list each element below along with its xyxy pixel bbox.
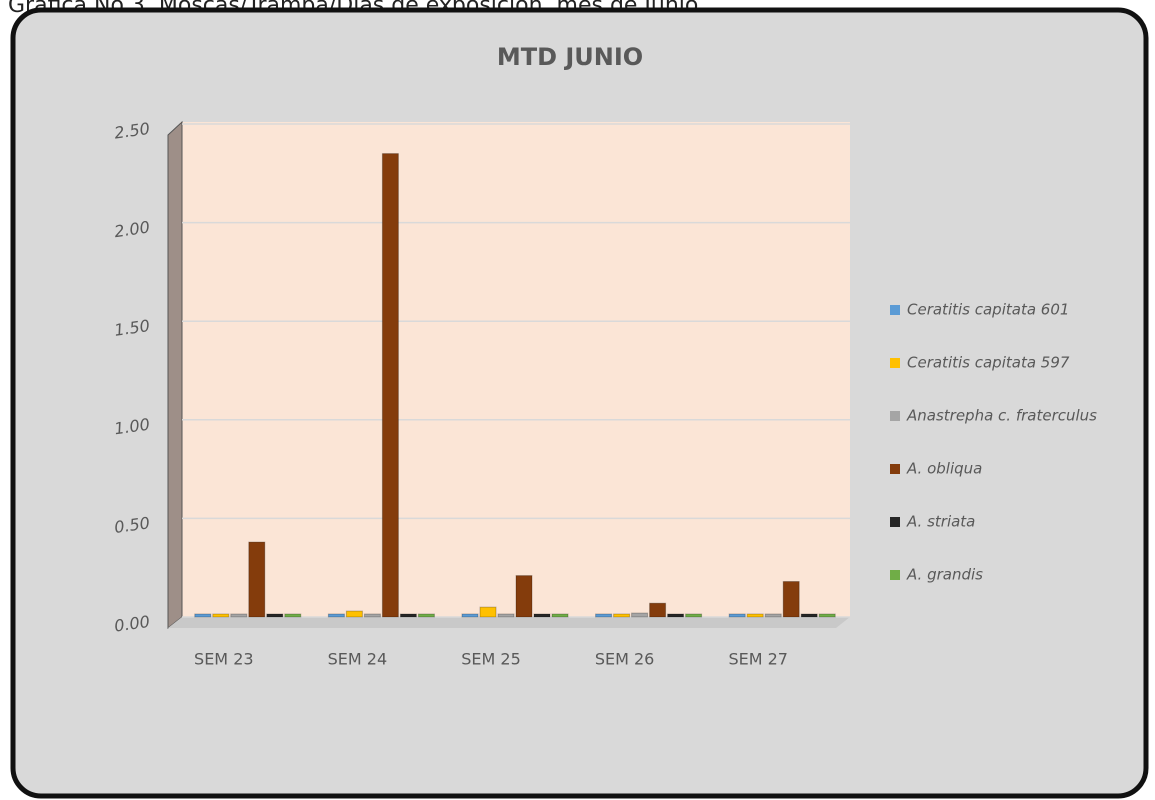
x-tick-label: SEM 25 (461, 650, 521, 669)
y-tick-label: 2.00 (113, 217, 151, 241)
bar (764, 613, 782, 618)
bar (212, 613, 230, 618)
bar (327, 613, 345, 618)
legend-swatch (890, 358, 900, 368)
legend-swatch (890, 570, 900, 580)
bar (533, 613, 551, 618)
bar (363, 613, 381, 618)
legend-label: Anastrepha c. fraterculus (906, 407, 1097, 425)
bar (613, 613, 631, 618)
legend-label: A. striata (906, 513, 975, 531)
y-tick-label: 0.00 (113, 612, 151, 636)
y-tick-label: 1.00 (113, 415, 151, 439)
y-tick-label: 0.50 (113, 513, 151, 537)
legend-label: A. obliqua (906, 460, 982, 478)
bar (399, 613, 417, 618)
bar (685, 613, 703, 618)
legend-label: A. grandis (906, 566, 983, 584)
y-tick-label: 2.50 (113, 119, 151, 143)
legend-swatch (890, 464, 900, 474)
legend-label: Ceratitis capitata 597 (907, 354, 1070, 372)
bar (284, 613, 302, 618)
bar (800, 613, 818, 618)
bar (479, 606, 497, 618)
legend-swatch (890, 517, 900, 527)
bar (515, 575, 533, 618)
y-tick-label: 1.50 (113, 316, 151, 340)
bar (381, 153, 399, 618)
floor (168, 617, 850, 628)
bar (818, 613, 836, 618)
plot-area (180, 122, 850, 617)
x-tick-label: SEM 27 (728, 650, 788, 669)
bar (746, 613, 764, 618)
bar (595, 613, 613, 618)
bar (345, 610, 363, 618)
bar (497, 613, 515, 618)
legend-label: Ceratitis capitata 601 (907, 301, 1069, 319)
x-tick-label: SEM 26 (595, 650, 655, 669)
bar (248, 541, 266, 618)
legend-swatch (890, 305, 900, 315)
axis-wall (167, 120, 183, 630)
bar (194, 613, 212, 618)
bar (461, 613, 479, 618)
chart-title: MTD JUNIO (497, 43, 643, 71)
bar (551, 613, 569, 618)
bar (649, 602, 667, 618)
bar (728, 613, 746, 618)
x-tick-label: SEM 24 (328, 650, 388, 669)
bar (417, 613, 435, 618)
legend-swatch (890, 411, 900, 421)
bar (230, 613, 248, 618)
bar (266, 613, 284, 618)
x-tick-label: SEM 23 (194, 650, 254, 669)
bar (667, 613, 685, 618)
bar (631, 612, 649, 618)
bar (782, 581, 800, 618)
